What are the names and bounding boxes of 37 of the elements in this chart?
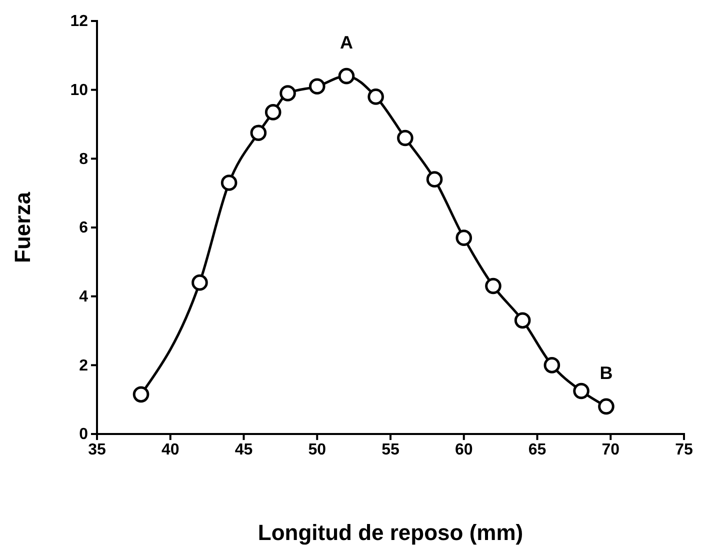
x-tick-label: 75 xyxy=(675,441,693,458)
x-tick-label: 70 xyxy=(602,441,620,458)
y-tick-label: 0 xyxy=(79,426,88,444)
y-tick-label: 8 xyxy=(79,150,88,168)
x-tick-label: 50 xyxy=(308,441,326,458)
point xyxy=(192,274,208,291)
x-tick-label: 65 xyxy=(528,441,546,458)
x-tick-label: 40 xyxy=(161,441,180,458)
point xyxy=(250,124,267,141)
point xyxy=(544,357,560,374)
point xyxy=(485,278,502,294)
x-tick-label: 60 xyxy=(454,441,473,458)
x-tick-label: 55 xyxy=(382,441,400,458)
annotation: B xyxy=(600,362,613,383)
x-tick-label: 35 xyxy=(88,441,106,458)
point xyxy=(397,130,414,146)
point xyxy=(514,312,531,329)
y-tick-label: 10 xyxy=(70,82,88,99)
point xyxy=(264,104,282,120)
point xyxy=(456,230,472,246)
y-tick-label: 2 xyxy=(79,357,88,374)
annotation: A xyxy=(340,32,353,52)
point xyxy=(220,174,238,191)
point xyxy=(573,382,590,400)
x-axis-title: Longitud de reposo (mm) xyxy=(258,520,524,545)
y-axis-title: Fuerza xyxy=(10,191,35,263)
y-tick-label: 6 xyxy=(79,220,88,237)
point xyxy=(308,78,326,95)
point xyxy=(132,386,150,403)
point xyxy=(426,171,443,188)
x-tick-label: 45 xyxy=(234,441,253,458)
y-tick-label: 12 xyxy=(70,13,88,30)
point xyxy=(598,398,614,415)
point xyxy=(368,88,384,105)
point xyxy=(280,85,296,102)
point xyxy=(338,68,355,84)
y-tick-label: 4 xyxy=(79,288,88,306)
